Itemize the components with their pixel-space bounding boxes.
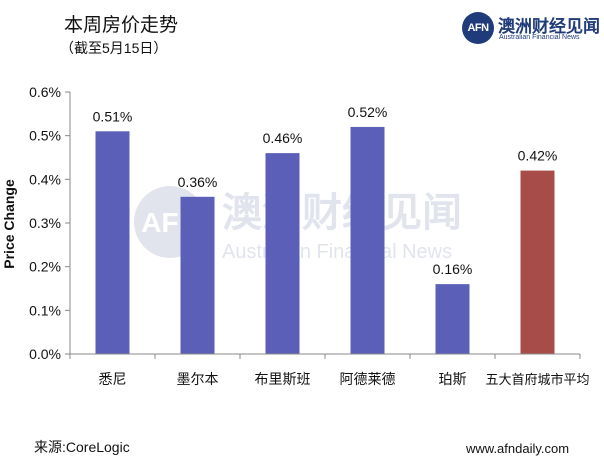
y-tick-label: 0.2% xyxy=(29,259,61,275)
y-tick-label: 0.0% xyxy=(29,346,61,362)
y-tick-label: 0.4% xyxy=(29,171,61,187)
y-tick-label: 0.5% xyxy=(29,128,61,144)
bar xyxy=(350,126,385,354)
brand-logo: AFN 澳洲财经见闻 Australian Financial News xyxy=(462,12,602,46)
data-label: 0.52% xyxy=(348,104,388,120)
bar xyxy=(435,284,470,354)
data-label: 0.51% xyxy=(93,108,133,124)
source-note: 来源:CoreLogic xyxy=(34,439,130,455)
watermark-name-cn: 澳洲财经见闻 xyxy=(222,190,462,236)
x-tick-label: 悉尼 xyxy=(99,371,127,387)
logo-name-cn: 澳洲财经见闻 xyxy=(498,17,600,36)
y-tick-label: 0.3% xyxy=(29,215,61,231)
axes xyxy=(69,92,581,359)
bar xyxy=(520,170,555,354)
x-axis-labels: 悉尼 墨尔本 布里斯班 阿德莱德 珀斯 五大首府城市平均 xyxy=(99,371,590,387)
data-labels: 0.51% 0.36% 0.46% 0.52% 0.16% 0.42% xyxy=(93,104,558,277)
data-label: 0.16% xyxy=(433,261,473,277)
x-tick-label: 五大首府城市平均 xyxy=(485,372,589,387)
x-tick-label: 阿德莱德 xyxy=(340,371,396,387)
bar xyxy=(265,153,300,354)
bar xyxy=(180,196,215,354)
y-tick-label: 0.6% xyxy=(29,84,61,100)
watermark-name-en: Australian Financial News xyxy=(222,241,452,263)
data-label: 0.42% xyxy=(518,148,558,164)
x-tick-label: 珀斯 xyxy=(439,371,467,387)
chart-subtitle: （截至5月15日） xyxy=(60,40,168,56)
y-tick-label: 0.1% xyxy=(29,302,61,318)
bars xyxy=(95,126,555,354)
x-tick-label: 墨尔本 xyxy=(177,371,219,387)
logo-mark-icon: AFN xyxy=(462,12,494,44)
logo-name-en: Australian Financial News xyxy=(499,34,580,41)
bar xyxy=(95,131,130,354)
y-axis-label: Price Change xyxy=(1,179,17,269)
data-label: 0.36% xyxy=(178,174,218,190)
y-axis-ticks: 0.0% 0.1% 0.2% 0.3% 0.4% 0.5% 0.6% xyxy=(29,84,70,362)
data-label: 0.46% xyxy=(263,130,303,146)
site-url: www.afndaily.com xyxy=(466,441,570,456)
chart-title: 本周房价走势 xyxy=(64,15,179,36)
x-tick-label: 布里斯班 xyxy=(255,371,311,387)
